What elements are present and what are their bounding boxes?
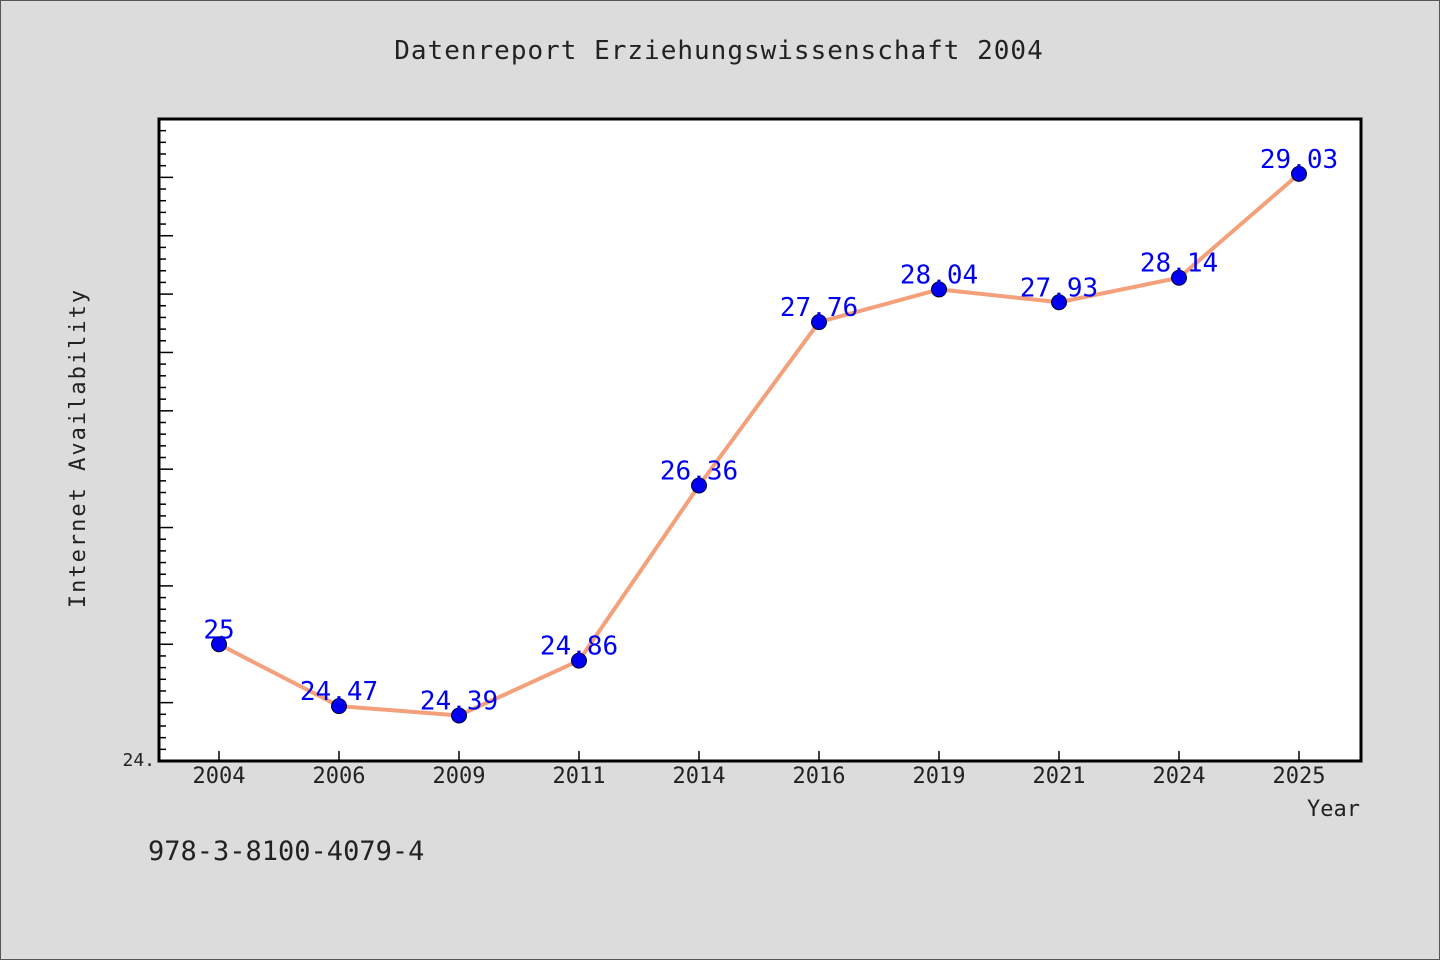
data-label: 24.86 bbox=[540, 632, 618, 662]
x-tick-label: 2016 bbox=[793, 764, 846, 789]
data-label: 29.03 bbox=[1260, 145, 1338, 175]
data-label: 24.47 bbox=[300, 677, 378, 707]
plot-area bbox=[157, 117, 1363, 763]
x-tick-label: 2019 bbox=[913, 764, 966, 789]
x-tick-label: 2011 bbox=[553, 764, 606, 789]
y-axis-label: Internet Availability bbox=[66, 288, 91, 608]
data-point bbox=[211, 636, 227, 653]
data-point bbox=[1291, 165, 1307, 182]
x-tick-label: 2006 bbox=[313, 764, 366, 789]
x-axis-label: Year bbox=[1307, 797, 1360, 822]
data-label: 24.39 bbox=[420, 686, 498, 716]
x-tick-label: 2024 bbox=[1153, 764, 1206, 789]
data-point bbox=[1051, 294, 1067, 311]
data-label: 27.93 bbox=[1020, 273, 1098, 303]
x-tick-label: 2021 bbox=[1033, 764, 1086, 789]
isbn-text: 978-3-8100-4079-4 bbox=[148, 836, 425, 867]
data-point bbox=[571, 652, 587, 669]
chart-title: Datenreport Erziehungswissenschaft 2004 bbox=[394, 36, 1044, 66]
data-label: 26.36 bbox=[660, 457, 738, 487]
data-point bbox=[691, 477, 707, 494]
x-axis-ticks: 2004 2006 2009 2011 2014 2016 2019 2021 2024 2025 bbox=[193, 751, 1326, 789]
data-point bbox=[451, 707, 467, 724]
data-point bbox=[1171, 269, 1187, 286]
y-axis-ticks bbox=[159, 118, 173, 762]
y-tick-label: 24. bbox=[122, 750, 155, 771]
x-tick-label: 2009 bbox=[433, 764, 486, 789]
data-label: 27.76 bbox=[780, 293, 858, 323]
x-tick-label: 2004 bbox=[193, 764, 246, 789]
x-tick-label: 2014 bbox=[673, 764, 726, 789]
data-label: 28.14 bbox=[1140, 249, 1218, 279]
data-point bbox=[931, 281, 947, 298]
data-point bbox=[811, 314, 827, 331]
series-group: 25 24.47 24.39 24.86 26.36 27.76 28.04 27.93 28.… bbox=[203, 145, 1338, 724]
x-tick-label: 2025 bbox=[1273, 764, 1326, 789]
data-label: 25 bbox=[203, 615, 234, 645]
data-point bbox=[331, 698, 347, 715]
data-label: 28.04 bbox=[900, 260, 978, 290]
series-line bbox=[218, 172, 1301, 718]
